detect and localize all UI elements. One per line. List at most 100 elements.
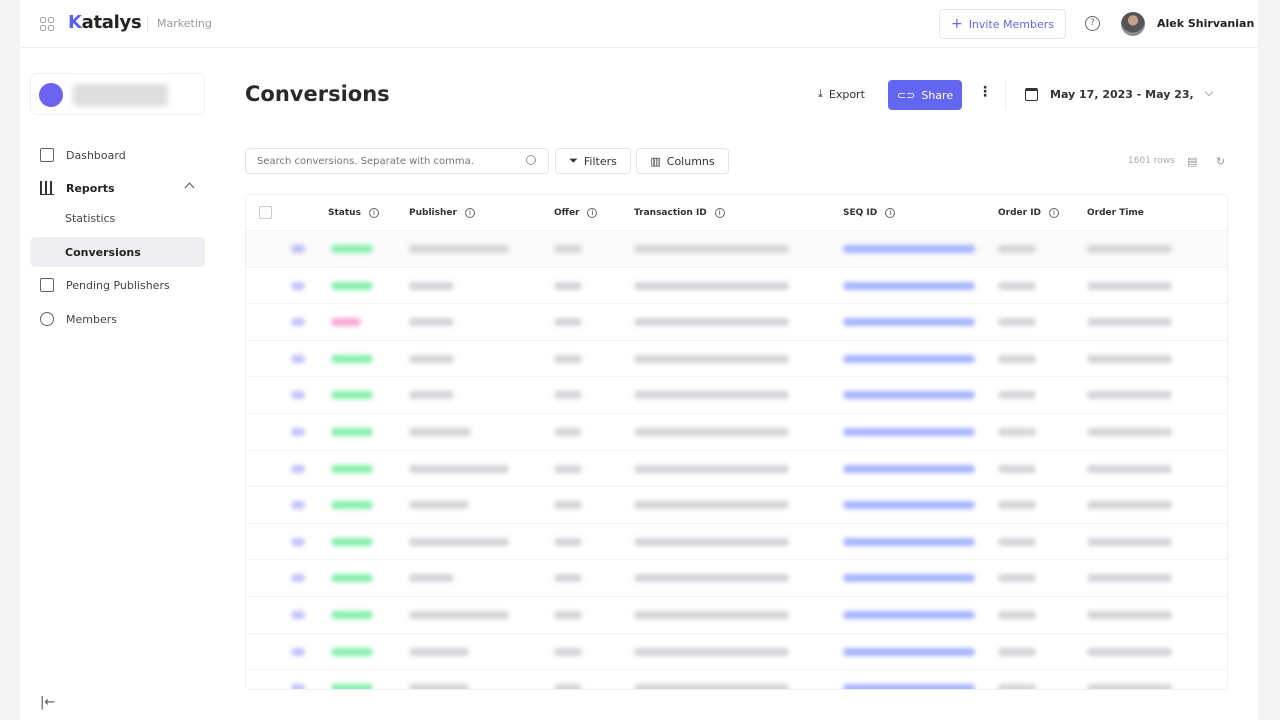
sidebar-item-dashboard[interactable]: Dashboard [30,140,205,170]
seq-id-link[interactable] [843,501,975,510]
plus-icon: + [950,16,963,32]
table-row[interactable] [246,266,1227,304]
seq-id-link[interactable] [843,574,975,583]
table-row[interactable] [246,596,1227,633]
column-header-publisher[interactable]: Publisher i [409,208,475,218]
search-icon[interactable] [526,155,536,165]
row-icon [291,318,305,327]
table-view-icon[interactable]: ▤ [1187,155,1198,168]
info-icon[interactable]: i [1049,208,1060,218]
table-row[interactable] [246,449,1227,487]
top-bar: Katalys Marketing + Invite Members ? Alek… [20,0,1258,48]
status-badge [331,611,373,619]
order-time-cell [1087,318,1172,327]
share-button[interactable]: ⊂⊃ Share [888,80,962,110]
sidebar-item-members[interactable]: Members [30,304,205,334]
table-row[interactable] [246,632,1227,670]
avatar[interactable] [1121,12,1145,36]
status-badge [331,245,373,253]
list-icon [40,278,54,292]
seq-id-link[interactable] [843,318,975,327]
seq-id-link[interactable] [843,354,975,363]
transaction-id-cell [634,574,789,583]
seq-id-link[interactable] [843,684,975,689]
table-row[interactable] [246,230,1227,267]
column-header-transaction-id[interactable]: Transaction ID i [634,208,725,218]
offer-cell [554,537,582,546]
table-row[interactable] [246,669,1227,689]
status-badge [331,464,373,473]
more-options-icon[interactable]: ⋮ [978,84,992,100]
table-row[interactable] [246,522,1227,560]
columns-button[interactable]: ▥ Columns [636,148,729,174]
table-row[interactable] [246,303,1227,340]
date-range-picker[interactable]: May 17, 2023 - May 23, 2023 [1050,88,1195,101]
transaction-id-cell [634,281,789,290]
row-icon [291,537,305,546]
info-icon[interactable]: i [587,208,598,218]
offer-cell [554,391,582,400]
column-header-order-id[interactable]: Order ID i [998,208,1060,218]
seq-id-link[interactable] [843,611,975,619]
info-icon[interactable]: i [714,208,725,218]
chevron-up-icon[interactable] [184,182,195,193]
seq-id-link[interactable] [843,428,975,436]
collapse-sidebar-icon[interactable]: |← [40,695,56,710]
status-badge [331,318,361,327]
seq-id-link[interactable] [843,464,975,473]
sidebar-item-statistics[interactable]: Statistics [65,211,116,225]
table-row[interactable] [246,486,1227,523]
seq-id-link[interactable] [843,245,975,253]
chevron-down-icon[interactable] [1204,87,1214,97]
table-row[interactable] [246,559,1227,596]
sidebar-item-conversions[interactable]: Conversions [30,237,205,267]
status-badge [331,281,373,290]
info-icon[interactable]: i [885,208,896,218]
calendar-icon[interactable] [1025,88,1038,101]
order-id-cell [998,318,1036,327]
divider [1005,80,1006,110]
column-header-order-time[interactable]: Order Time [1087,208,1144,218]
sidebar-item-pending-publishers[interactable]: Pending Publishers [30,270,205,300]
table-row[interactable] [246,413,1227,450]
row-icon [291,245,305,253]
invite-members-button[interactable]: + Invite Members [939,9,1066,39]
order-id-cell [998,611,1036,619]
workspace-name: Marketing [157,17,212,30]
apps-grid-icon[interactable] [40,17,54,31]
transaction-id-cell [634,464,789,473]
logo[interactable]: Katalys [68,12,142,33]
offer-cell [554,574,582,583]
row-count: 1601 rows [1128,156,1175,166]
filters-button[interactable]: ⏷ Filters [555,148,631,174]
refresh-icon[interactable]: ↻ [1216,155,1226,168]
order-time-cell [1087,647,1172,656]
search-input[interactable] [245,148,549,174]
publisher-cell [409,537,509,546]
transaction-id-cell [634,537,789,546]
table-row[interactable] [246,339,1227,377]
table-row[interactable] [246,376,1227,413]
select-all-checkbox[interactable] [259,206,272,219]
info-icon[interactable]: i [464,208,475,218]
order-id-cell [998,647,1036,656]
row-icon [291,391,305,400]
column-header-offer[interactable]: Offer i [554,208,598,218]
seq-id-link[interactable] [843,281,975,290]
user-name[interactable]: Alek Shirvanian [1157,17,1255,30]
seq-id-link[interactable] [843,537,975,546]
info-icon[interactable]: i [368,208,379,218]
account-switcher[interactable] [30,73,205,115]
seq-id-link[interactable] [843,391,975,400]
offer-cell [554,647,582,656]
help-icon[interactable]: ? [1085,16,1100,31]
column-header-seq-id[interactable]: SEQ ID i [843,208,896,218]
status-badge [331,428,373,436]
export-button[interactable]: ⤓ Export [818,87,865,101]
status-badge [331,574,373,583]
publisher-cell [409,245,509,253]
offer-cell [554,245,582,253]
seq-id-link[interactable] [843,647,975,656]
sidebar-item-reports[interactable]: Reports [30,173,205,203]
column-header-status[interactable]: Status i [328,208,379,218]
